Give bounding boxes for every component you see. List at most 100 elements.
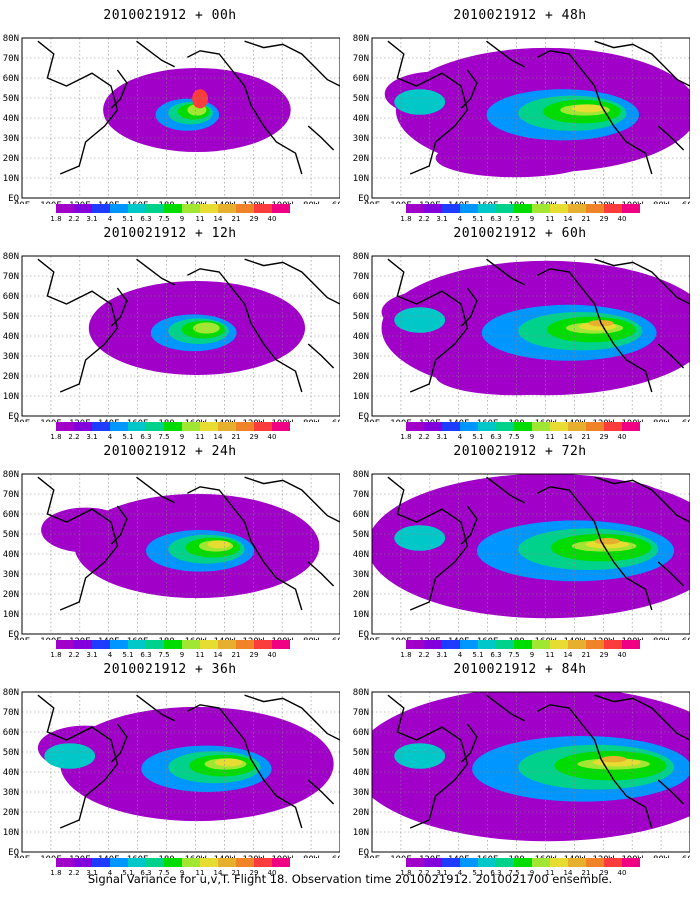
lon-label: 80E — [14, 637, 30, 640]
colorbar-swatch — [218, 204, 236, 213]
lon-label: 140E — [448, 201, 470, 204]
colorbar-label: 21 — [231, 651, 241, 659]
lon-label: 120E — [419, 855, 441, 858]
lon-label: 100E — [390, 637, 412, 640]
lat-label: 70N — [3, 708, 19, 718]
lat-label: 70N — [3, 54, 19, 64]
lat-label: 80N — [353, 252, 369, 262]
lon-label: 60W — [682, 855, 690, 858]
panel-title: 2010021912 + 60h — [453, 226, 587, 241]
colorbar-label: 21 — [231, 433, 241, 441]
coastlines — [37, 258, 340, 393]
lat-label: 40N — [3, 114, 19, 124]
lat-label: EQ — [358, 848, 369, 858]
lat-label: 50N — [3, 312, 19, 322]
forecast-panel: 2010021912 + 12h EQ 10N 20N 30N 40N 50N 60N 70N 8… — [0, 226, 340, 441]
colorbar-label: 3.1 — [436, 869, 448, 877]
forecast-panel: 2010021912 + 48h EQ 10N 20N 30N 40N 50N 60N 70N 8… — [350, 8, 690, 223]
lat-label: 60N — [3, 510, 19, 520]
colorbar-swatch — [604, 858, 622, 867]
colorbar-swatch — [236, 640, 254, 649]
colorbar-swatch — [424, 640, 442, 649]
colorbar-swatch — [272, 204, 290, 213]
lon-label: 140W — [564, 855, 586, 858]
colorbar-swatch — [478, 204, 496, 213]
lat-label: 60N — [353, 74, 369, 84]
lon-label: 100E — [390, 419, 412, 422]
colorbar-swatch — [442, 640, 460, 649]
colorbar-swatch — [236, 204, 254, 213]
colorbar-label: 11 — [545, 651, 555, 659]
colorbar-swatch — [550, 858, 568, 867]
colorbar: 1.8 2.2 3.1 4 5.1 6.3 7.5 9 11 14 21 29 40 — [36, 422, 316, 448]
lat-label: 30N — [353, 352, 369, 362]
lon-label: 180 — [508, 855, 524, 858]
lon-label: 80E — [364, 201, 380, 204]
colorbar-label: 9 — [179, 215, 185, 223]
colorbar-label: 29 — [599, 215, 609, 223]
colorbar-swatch — [236, 858, 254, 867]
colorbar-label: 21 — [581, 215, 591, 223]
colorbar-swatch — [460, 858, 478, 867]
lat-label: 30N — [353, 134, 369, 144]
colorbar-swatch — [622, 640, 640, 649]
variance-shading — [372, 692, 690, 842]
colorbar-label: 2.2 — [418, 651, 430, 659]
colorbar-label: 1.8 — [50, 869, 62, 877]
colorbar-label: 40 — [267, 215, 277, 223]
panel-title: 2010021912 + 24h — [103, 444, 237, 459]
lon-label: 120E — [419, 419, 441, 422]
lon-label: 140W — [564, 201, 586, 204]
lat-label: 50N — [353, 312, 369, 322]
lon-label: 100W — [271, 201, 293, 204]
forecast-panel: 2010021912 + 00h EQ 10N 20N 30N 40N 50N 60N 70N 8… — [0, 8, 340, 223]
colorbar-label: 6.3 — [490, 433, 502, 441]
lat-label: 60N — [353, 292, 369, 302]
lat-label: 80N — [3, 252, 19, 262]
lon-label: 160E — [127, 201, 149, 204]
lat-label: 10N — [353, 610, 369, 620]
lat-label: 30N — [3, 788, 19, 798]
lon-label: 120E — [69, 201, 91, 204]
colorbar-label: 21 — [581, 651, 591, 659]
variance-map: EQ 10N 20N 30N 40N 50N 60N 70N 80N 80E 100E 120E 140… — [353, 688, 690, 858]
lon-label: 80W — [653, 201, 670, 204]
colorbar-swatch — [604, 640, 622, 649]
lat-label: 80N — [353, 688, 369, 698]
colorbar-label: 5.1 — [472, 215, 484, 223]
colorbar-swatch — [442, 422, 460, 431]
lon-label: 140E — [98, 419, 120, 422]
colorbar-swatch — [146, 858, 164, 867]
colorbar-swatch — [550, 204, 568, 213]
colorbar-swatch — [254, 204, 272, 213]
colorbar-label: 3.1 — [86, 651, 98, 659]
colorbar-swatch — [92, 858, 110, 867]
colorbar-swatch — [532, 858, 550, 867]
lon-label: 60W — [332, 855, 340, 858]
lon-label: 140W — [214, 855, 236, 858]
lon-label: 80W — [303, 637, 320, 640]
colorbar-label: 4 — [107, 433, 113, 441]
coastlines — [387, 258, 690, 393]
lat-label: 10N — [353, 392, 369, 402]
colorbar-label: 1.8 — [50, 433, 62, 441]
colorbar-swatch — [424, 422, 442, 431]
panel-title: 2010021912 + 12h — [103, 226, 237, 241]
colorbar-swatch — [128, 858, 146, 867]
colorbar-label: 3.1 — [436, 215, 448, 223]
colorbar-label: 7.5 — [158, 869, 170, 877]
colorbar-swatch — [406, 640, 424, 649]
lat-label: 20N — [353, 590, 369, 600]
lat-label: 10N — [3, 610, 19, 620]
colorbar-label: 40 — [267, 869, 277, 877]
variance-map: EQ 10N 20N 30N 40N 50N 60N 70N 80N 80E 100E 120E 140… — [3, 252, 340, 422]
lon-label: 180 — [508, 419, 524, 422]
forecast-panel: 2010021912 + 60h EQ 10N 20N 30N 40N 50N 60N 70N 8… — [350, 226, 690, 441]
panel-title: 2010021912 + 72h — [453, 444, 587, 459]
colorbar-swatch — [128, 204, 146, 213]
lat-label: 80N — [3, 34, 19, 44]
colorbar-label: 11 — [545, 433, 555, 441]
lat-label: EQ — [8, 848, 19, 858]
lat-label: 60N — [353, 510, 369, 520]
colorbar-label: 40 — [267, 651, 277, 659]
